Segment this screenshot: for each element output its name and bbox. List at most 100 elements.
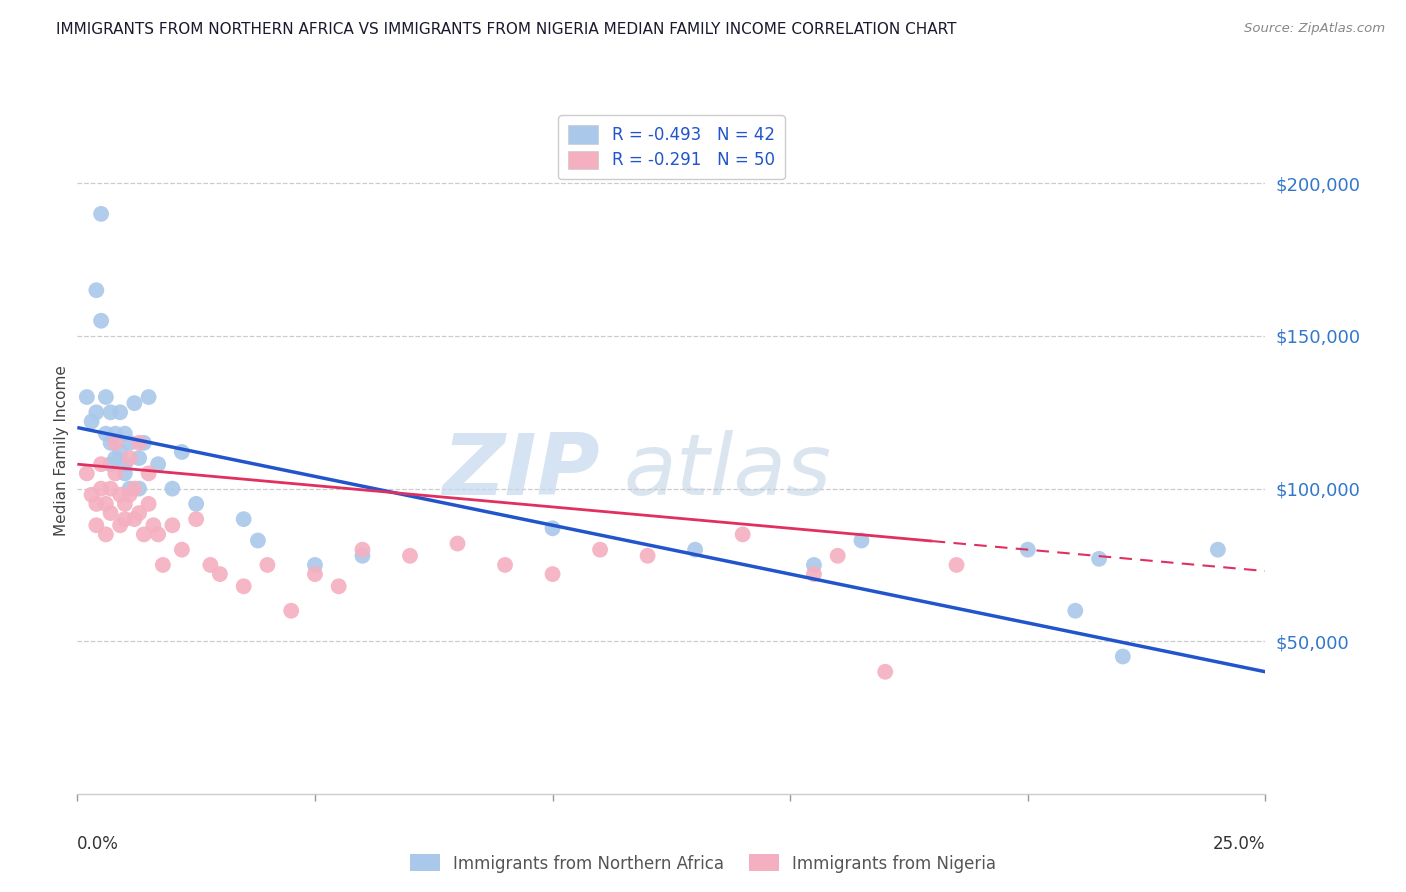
Point [138,497,160,511]
Point [200,558,222,572]
Point [124,396,146,410]
Point [146,457,169,471]
Point [114,512,136,526]
Point [827,549,849,563]
Point [352,549,374,563]
Point [132,527,155,541]
Point [118,488,141,502]
Point [100,506,122,520]
Point [86,497,108,511]
Point [108,445,131,459]
Point [90,207,112,221]
Point [94,497,117,511]
Point [304,567,326,582]
Point [803,567,825,582]
Point [152,558,174,572]
Point [118,435,141,450]
Point [128,435,150,450]
Point [186,497,208,511]
Point [1112,649,1135,664]
Point [637,549,659,563]
Point [80,414,103,428]
Point [94,426,117,441]
Point [803,558,825,572]
Point [138,467,160,481]
Point [114,497,136,511]
Point [280,604,302,618]
Point [132,435,155,450]
Point [90,314,112,328]
Point [114,426,136,441]
Point [256,558,278,572]
Text: atlas: atlas [624,430,832,513]
Point [128,451,150,466]
Point [399,549,422,563]
Point [100,482,122,496]
Point [104,426,127,441]
Point [90,482,112,496]
Point [246,533,269,548]
Point [1088,551,1111,566]
Point [731,527,754,541]
Point [851,533,873,548]
Point [124,512,146,526]
Point [170,542,193,557]
Point [446,536,468,550]
Point [1017,542,1039,557]
Point [76,467,98,481]
Point [86,518,108,533]
Point [541,521,564,535]
Point [114,467,136,481]
Point [232,579,254,593]
Point [86,405,108,419]
Point [186,512,208,526]
Point [118,482,141,496]
Point [304,558,326,572]
Text: ZIP: ZIP [443,430,600,513]
Point [128,506,150,520]
Point [118,451,141,466]
Point [94,527,117,541]
Point [76,390,98,404]
Point [589,542,612,557]
Text: 25.0%: 25.0% [1213,835,1265,853]
Text: Source: ZipAtlas.com: Source: ZipAtlas.com [1244,22,1385,36]
Point [108,488,131,502]
Point [90,457,112,471]
Point [232,512,254,526]
Point [208,567,231,582]
Text: IMMIGRANTS FROM NORTHERN AFRICA VS IMMIGRANTS FROM NIGERIA MEDIAN FAMILY INCOME : IMMIGRANTS FROM NORTHERN AFRICA VS IMMIG… [56,22,956,37]
Y-axis label: Median Family Income: Median Family Income [53,365,69,536]
Point [80,488,103,502]
Text: 0.0%: 0.0% [77,835,120,853]
Point [104,435,127,450]
Point [100,435,122,450]
Point [494,558,516,572]
Point [104,467,127,481]
Point [86,283,108,297]
Point [142,518,165,533]
Point [875,665,897,679]
Point [1064,604,1087,618]
Point [100,457,122,471]
Point [945,558,967,572]
Point [162,482,184,496]
Point [104,451,127,466]
Point [138,390,160,404]
Point [541,567,564,582]
Point [1206,542,1229,557]
Point [328,579,350,593]
Point [128,482,150,496]
Point [162,518,184,533]
Point [100,405,122,419]
Point [683,542,706,557]
Legend: R = -0.493   N = 42, R = -0.291   N = 50: R = -0.493 N = 42, R = -0.291 N = 50 [558,115,785,179]
Point [170,445,193,459]
Point [146,527,169,541]
Point [108,518,131,533]
Point [114,457,136,471]
Point [94,390,117,404]
Point [108,405,131,419]
Point [124,482,146,496]
Point [352,542,374,557]
